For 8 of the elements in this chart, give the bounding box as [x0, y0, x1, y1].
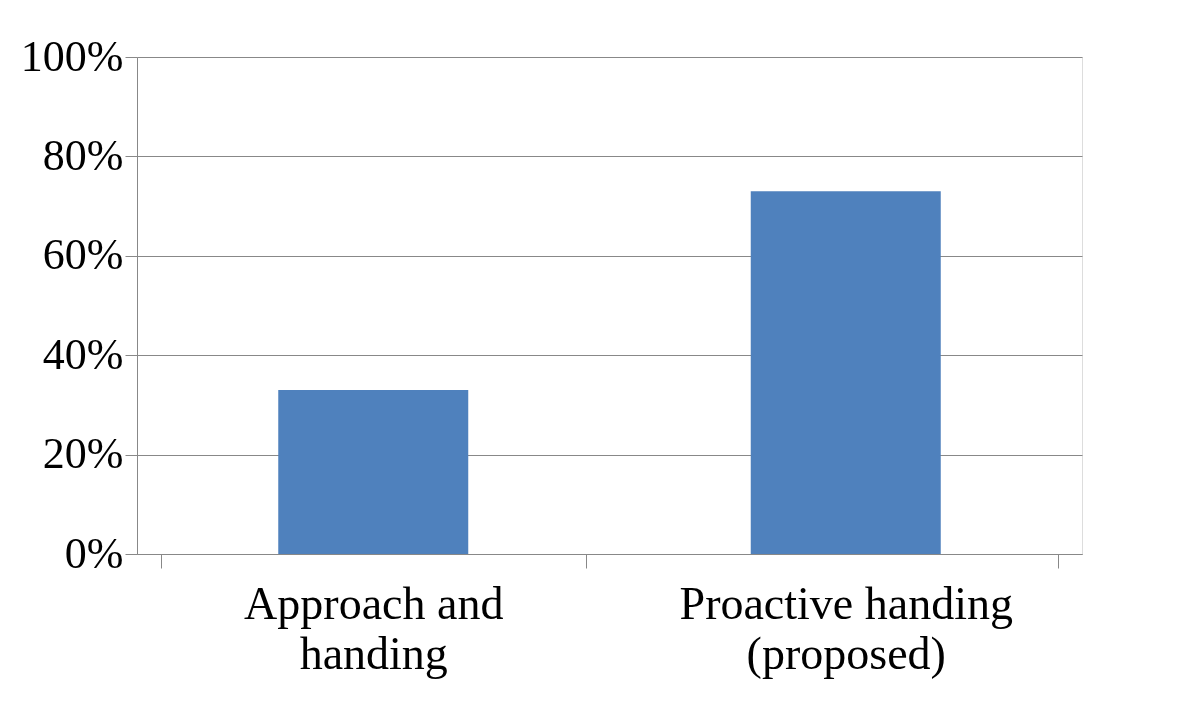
y-tick-label: 20%	[42, 429, 124, 479]
x-tick-label: Proactive handing (proposed)	[679, 577, 1013, 679]
x-tick-label: Approach and handing	[244, 577, 504, 679]
y-tick-label: 80%	[42, 130, 124, 180]
y-tick-label: 100%	[20, 31, 124, 81]
y-tick-label: 60%	[42, 230, 124, 280]
y-tick-label: 40%	[42, 329, 124, 379]
y-tick-label: 0%	[64, 528, 124, 578]
